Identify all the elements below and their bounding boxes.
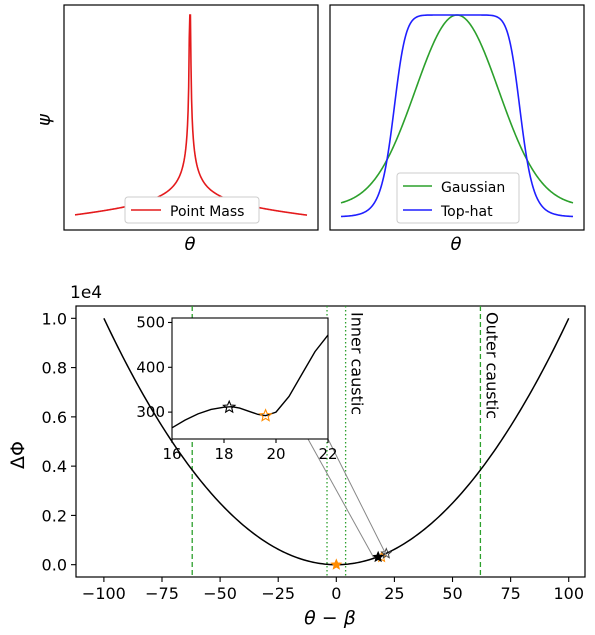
inset-y-tick-label: 300 — [136, 403, 165, 421]
x-tick-label: 50 — [442, 584, 462, 603]
y-offset-label: 1e4 — [70, 283, 102, 303]
legend-label-gaussian: Gaussian — [441, 180, 505, 196]
main-axis-ticks: −100 −75 −50 −25 0 25 50 75 100 0.0 0.2 0.4 0.6 0.8 1.… — [42, 309, 584, 603]
y-tick-label: 0.0 — [42, 556, 67, 575]
inset-zoom: 16 18 20 22 300 400 500 — [136, 313, 388, 558]
legend-label-top-hat: Top-hat — [440, 204, 493, 220]
top-hat-curve — [340, 14, 574, 218]
inset-x-tick-label: 20 — [266, 445, 285, 463]
x-axis-label-bottom: θ − β — [304, 607, 356, 629]
inset-connector-line — [327, 438, 388, 558]
inset-frame — [171, 317, 329, 440]
inset-star-marker — [258, 408, 273, 422]
legend-label-point-mass: Point Mass — [170, 204, 244, 220]
axes-frame-top-right — [329, 4, 585, 231]
y-tick-label: 0.2 — [42, 506, 67, 525]
star-marker — [372, 550, 385, 563]
inset-x-tick-label: 16 — [162, 445, 181, 463]
y-tick-label: 0.6 — [42, 408, 67, 427]
panel-gaussian-tophat: Gaussian Top-hat θ — [329, 4, 585, 255]
outer-caustic-annotation: Outer caustic — [482, 312, 501, 419]
y-axis-label-bottom: ΔΦ — [7, 441, 29, 469]
inset-markers — [222, 399, 273, 422]
x-tick-label: −100 — [82, 584, 126, 603]
inner-caustic-annotation: Inner caustic — [348, 312, 367, 415]
x-tick-label: −25 — [261, 584, 295, 603]
x-tick-label: 0 — [331, 584, 341, 603]
inset-y-tick-label: 500 — [136, 313, 165, 331]
panel-point-mass: Point Mass θ ψ — [34, 4, 319, 255]
x-tick-label: 75 — [500, 584, 520, 603]
inset-x-tick-label: 18 — [214, 445, 233, 463]
x-axis-label-top-left: θ — [184, 234, 195, 255]
inset-axis-ticks: 16 18 20 22 300 400 500 — [136, 313, 337, 463]
x-tick-label: −75 — [145, 584, 179, 603]
axes-frame-bottom — [75, 305, 586, 578]
axes-frame-top-left — [63, 4, 319, 231]
legend-box — [124, 196, 260, 224]
inset-y-tick-label: 400 — [136, 358, 165, 376]
y-tick-label: 0.4 — [42, 457, 67, 476]
x-axis-label-top-right: θ — [450, 234, 461, 255]
y-axis-label-top-left: ψ — [34, 113, 55, 126]
star-marker — [330, 558, 343, 570]
y-tick-label: 1.0 — [42, 309, 67, 328]
x-tick-label: 100 — [553, 584, 584, 603]
main-markers — [330, 547, 393, 570]
x-tick-label: 25 — [384, 584, 404, 603]
legend-top-left: Point Mass — [124, 196, 260, 224]
inset-curve — [171, 334, 329, 429]
x-tick-label: −50 — [203, 584, 237, 603]
inset-connector-line — [307, 438, 374, 558]
panel-delta-phi: Inner caustic Outer caustic −100 −75 −50 −2… — [7, 283, 586, 629]
y-tick-label: 0.8 — [42, 359, 67, 378]
inset-star-marker — [222, 399, 237, 414]
point-mass-curve — [74, 14, 308, 216]
inset-x-tick-label: 22 — [318, 445, 337, 463]
legend-top-right: Gaussian Top-hat — [396, 172, 520, 224]
